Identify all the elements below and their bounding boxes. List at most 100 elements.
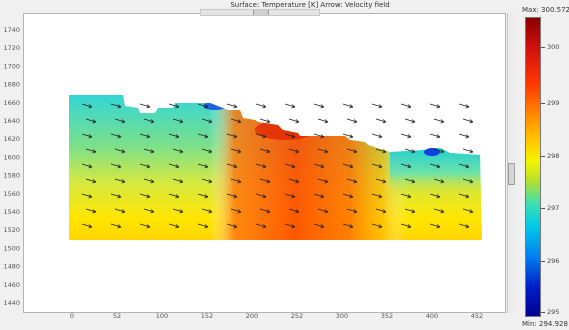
x-tick-label: 52: [113, 312, 121, 320]
velocity-arrow: [255, 133, 267, 139]
velocity-arrow: [342, 193, 354, 199]
velocity-arrow: [400, 133, 412, 139]
velocity-arrow: [230, 178, 242, 184]
y-tick-label: 1560: [3, 190, 20, 198]
velocity-arrow: [462, 208, 474, 214]
velocity-arrow: [201, 208, 213, 214]
colorbar-tick-label: 295: [547, 308, 560, 316]
velocity-arrow: [139, 103, 151, 109]
velocity-arrow: [346, 178, 358, 184]
velocity-arrow: [375, 148, 387, 154]
velocity-arrow: [288, 208, 300, 214]
velocity-arrow: [143, 118, 155, 124]
velocity-arrow: [255, 163, 267, 169]
velocity-arrow: [230, 148, 242, 154]
y-tick-label: 1540: [3, 208, 20, 216]
velocity-arrow: [85, 178, 97, 184]
velocity-arrow: [342, 133, 354, 139]
y-tick-label: 1700: [3, 62, 20, 70]
colorbar-min-label: Min: 294.928: [522, 320, 568, 328]
colorbar-tick-mark: [541, 47, 545, 48]
velocity-arrow: [226, 103, 238, 109]
velocity-arrow: [288, 148, 300, 154]
colorbar-tick-mark: [541, 156, 545, 157]
velocity-arrow: [342, 223, 354, 229]
colorbar-tick-mark: [541, 261, 545, 262]
velocity-arrow: [400, 163, 412, 169]
velocity-arrow: [110, 163, 122, 169]
y-tick-label: 1680: [3, 81, 20, 89]
velocity-arrow: [168, 193, 180, 199]
velocity-arrow: [197, 163, 209, 169]
velocity-arrow: [81, 103, 93, 109]
velocity-arrow: [317, 178, 329, 184]
velocity-arrow: [404, 208, 416, 214]
velocity-arrow: [371, 133, 383, 139]
velocity-arrow: [143, 208, 155, 214]
velocity-arrow: [284, 103, 296, 109]
velocity-arrow: [110, 103, 122, 109]
velocity-arrow: [114, 118, 126, 124]
velocity-arrow: [313, 193, 325, 199]
vertical-scroll-thumb[interactable]: [508, 163, 515, 185]
velocity-arrow: [226, 223, 238, 229]
velocity-arrow: [85, 118, 97, 124]
x-tick-label: 100: [156, 312, 168, 320]
velocity-arrow: [375, 178, 387, 184]
velocity-arrow: [201, 178, 213, 184]
velocity-arrow: [259, 208, 271, 214]
velocity-arrow: [458, 133, 470, 139]
y-tick-label: 1480: [3, 263, 20, 271]
velocity-arrow: [371, 103, 383, 109]
x-axis: 0 52 100 152 200 252 300 352 400 452: [70, 312, 483, 320]
velocity-arrow: [346, 118, 358, 124]
velocity-arrow: [313, 133, 325, 139]
y-tick-label: 1520: [3, 226, 20, 234]
velocity-arrow: [226, 193, 238, 199]
y-tick-label: 1460: [3, 281, 20, 289]
velocity-arrow: [462, 148, 474, 154]
horizontal-scroll-thumb[interactable]: [253, 10, 269, 15]
velocity-arrow: [400, 193, 412, 199]
velocity-arrow: [168, 103, 180, 109]
velocity-arrow: [85, 208, 97, 214]
velocity-arrow: [201, 148, 213, 154]
vertical-scrollbar[interactable]: [507, 13, 515, 313]
velocity-arrow: [462, 118, 474, 124]
velocity-arrow: [313, 103, 325, 109]
velocity-arrow: [81, 133, 93, 139]
y-tick-label: 1500: [3, 244, 20, 252]
x-tick-label: 0: [70, 312, 74, 320]
velocity-arrow: [172, 148, 184, 154]
velocity-arrow: [433, 178, 445, 184]
velocity-arrow: [255, 193, 267, 199]
velocity-arrow: [342, 103, 354, 109]
velocity-arrow: [375, 118, 387, 124]
velocity-arrow: [313, 223, 325, 229]
velocity-arrow: [317, 208, 329, 214]
velocity-arrow: [259, 118, 271, 124]
velocity-arrow: [433, 118, 445, 124]
velocity-arrow: [81, 163, 93, 169]
velocity-arrow: [81, 193, 93, 199]
velocity-arrow: [143, 148, 155, 154]
horizontal-scrollbar[interactable]: [200, 9, 320, 16]
velocity-arrow: [375, 208, 387, 214]
velocity-arrow: [433, 148, 445, 154]
velocity-arrow: [110, 133, 122, 139]
velocity-arrow: [139, 223, 151, 229]
velocity-arrow: [288, 118, 300, 124]
y-tick-label: 1660: [3, 99, 20, 107]
velocity-arrow: [139, 133, 151, 139]
velocity-arrow: [168, 163, 180, 169]
velocity-arrow: [284, 223, 296, 229]
colorbar-tick-label: 300: [547, 43, 560, 51]
colorbar-tick-label: 299: [547, 99, 560, 107]
velocity-arrow: [429, 193, 441, 199]
x-tick-label: 452: [471, 312, 483, 320]
velocity-arrow: [139, 163, 151, 169]
velocity-arrow: [201, 118, 213, 124]
x-tick-label: 300: [336, 312, 348, 320]
velocity-arrow: [317, 148, 329, 154]
